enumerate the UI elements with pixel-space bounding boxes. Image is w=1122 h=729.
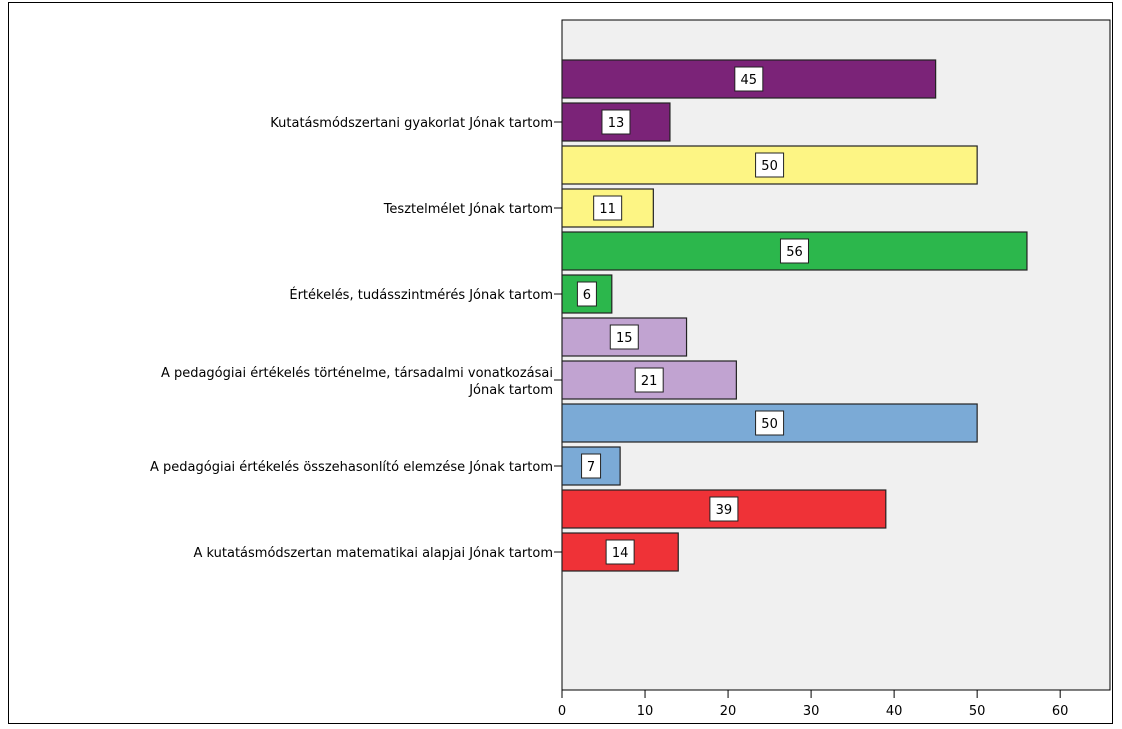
data-label-box: [581, 453, 602, 479]
category-label: Tesztelmélet Jónak tartom: [383, 202, 553, 217]
data-label: 11: [599, 202, 616, 217]
data-label-box: [734, 66, 764, 92]
category-label: A pedagógiai értékelés történelme, társa…: [161, 366, 553, 381]
category-label: Értékelés, tudásszintmérés Jónak tartom: [289, 287, 553, 303]
data-label-box: [755, 152, 785, 178]
data-label: 50: [761, 417, 778, 432]
x-tick-label: 40: [886, 704, 903, 719]
x-tick-label: 30: [803, 704, 820, 719]
bars-layer: 45 13 50 11 56 6 15 21 50 7 39 14: [561, 59, 1028, 572]
data-label: 39: [716, 503, 733, 518]
data-label-box: [601, 109, 631, 135]
bar-chart: 45 13 50 11 56 6 15 21 50 7 39 14 Kutatásmódszertan…: [8, 2, 1113, 724]
x-tick-label: 60: [1052, 704, 1069, 719]
data-label: 15: [616, 331, 633, 346]
category-labels: Kutatásmódszertani gyakorlat Jónak tarto…: [150, 116, 562, 561]
data-label-box: [609, 324, 639, 350]
data-label-box: [576, 281, 597, 307]
x-tick-label: 50: [969, 704, 986, 719]
data-label: 56: [786, 245, 803, 260]
x-tick-label: 0: [558, 704, 566, 719]
data-label: 21: [641, 374, 658, 389]
x-tick-label: 10: [637, 704, 654, 719]
category-label: A pedagógiai értékelés összehasonlító el…: [150, 460, 553, 475]
data-label-box: [605, 539, 635, 565]
data-label: 6: [583, 288, 591, 303]
data-label-box: [709, 496, 739, 522]
data-label-box: [593, 195, 623, 221]
category-label: A kutatásmódszertan matematikai alapjai …: [193, 546, 553, 561]
category-label: Kutatásmódszertani gyakorlat Jónak tarto…: [270, 116, 553, 131]
data-label: 45: [741, 73, 758, 88]
data-label: 7: [587, 460, 595, 475]
data-label-box: [634, 367, 664, 393]
x-tick-label: 20: [720, 704, 737, 719]
data-label: 50: [761, 159, 778, 174]
data-label-box: [755, 410, 785, 436]
data-label: 14: [612, 546, 629, 561]
data-label-box: [779, 238, 809, 264]
x-axis: 0 10 20 30 40 50 60: [558, 690, 1069, 719]
category-label: Jónak tartom: [468, 383, 553, 398]
data-label: 13: [608, 116, 625, 131]
